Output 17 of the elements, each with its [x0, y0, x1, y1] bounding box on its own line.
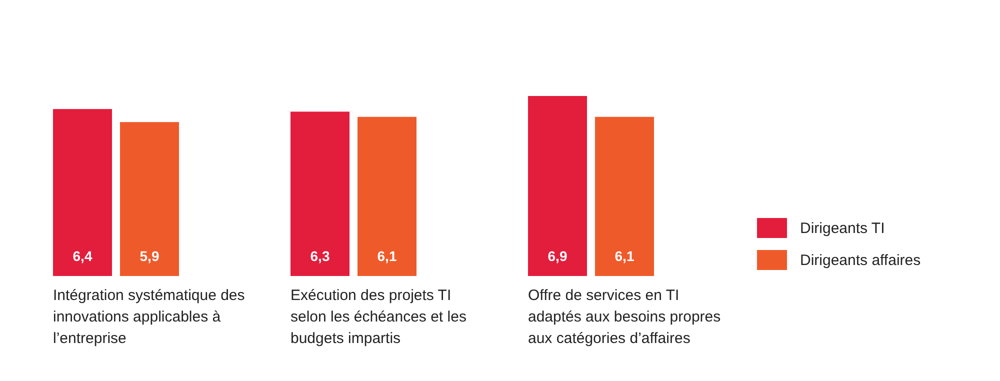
bar: [120, 122, 179, 276]
bar: [528, 96, 587, 276]
data-label: 6,1: [377, 248, 397, 264]
legend-label: Dirigeants TI: [800, 220, 885, 237]
legend-label: Dirigeants affaires: [800, 252, 921, 269]
x-tick-label: Exécution des projets TI selon les échéances et les budgets impartis: [290, 287, 466, 347]
bar: [358, 116, 416, 276]
data-label: 6,3: [310, 248, 330, 264]
data-label: 6,4: [72, 248, 92, 264]
data-label: 5,9: [140, 248, 160, 264]
data-label: 6,9: [548, 248, 568, 264]
data-label: 6,1: [614, 248, 634, 264]
bar: [290, 112, 350, 276]
bar: [595, 116, 654, 276]
x-tick-label: Offre de services en TI adaptés aux besoins propres aux catégories d’affaires: [528, 287, 721, 347]
bar: [53, 109, 112, 276]
x-tick-label: Intégration systématique des innovations applicables à l’entreprise: [53, 287, 245, 347]
